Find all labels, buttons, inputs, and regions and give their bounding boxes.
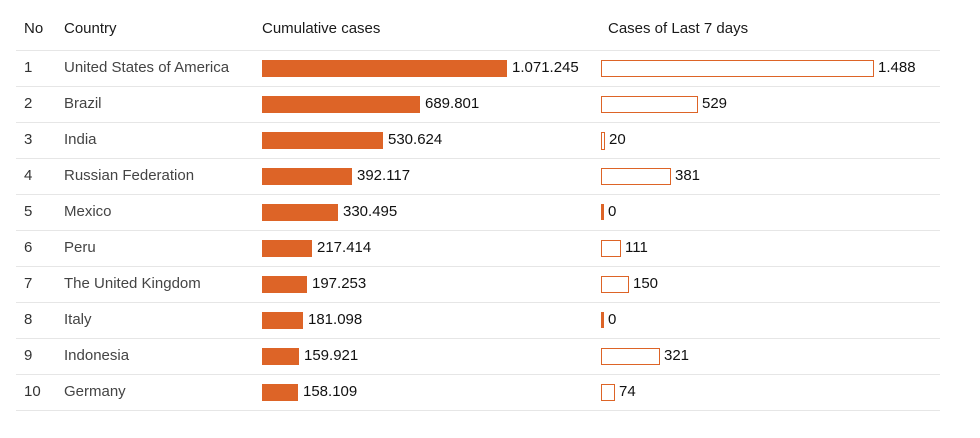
country-name: Russian Federation: [64, 167, 195, 184]
cumulative-value: 330.495: [343, 203, 398, 220]
last7-bar: [601, 384, 615, 401]
country-name: The United Kingdom: [64, 275, 201, 292]
country-name: Brazil: [64, 95, 102, 112]
cumulative-value: 217.414: [317, 239, 372, 256]
country-name: Peru: [64, 239, 96, 256]
header-no: No: [24, 20, 44, 37]
last7-bar: [601, 348, 660, 365]
row-divider: [16, 266, 940, 267]
last7-bar: [601, 168, 671, 185]
country-name: United States of America: [64, 59, 230, 76]
cumulative-bar: [262, 96, 420, 113]
last7-value: 150: [633, 275, 659, 292]
row-divider: [16, 194, 940, 195]
cumulative-value: 159.921: [304, 347, 359, 364]
last7-bar: [601, 204, 604, 220]
cumulative-bar: [262, 312, 303, 329]
row-divider: [16, 410, 940, 411]
cumulative-value: 392.117: [357, 167, 411, 184]
cumulative-value: 1.071.245: [512, 59, 579, 76]
last7-bar: [601, 96, 698, 113]
last7-bar: [601, 60, 874, 77]
last7-value: 0: [608, 203, 617, 220]
last7-value: 20: [609, 131, 626, 148]
last7-bar: [601, 240, 621, 257]
row-divider: [16, 374, 940, 375]
header-cumulative: Cumulative cases: [262, 20, 381, 37]
row-number: 10: [24, 383, 41, 400]
row-number: 5: [24, 203, 33, 220]
cumulative-bar: [262, 168, 352, 185]
last7-bar: [601, 312, 604, 328]
row-number: 9: [24, 347, 33, 364]
header-country: Country: [64, 20, 117, 37]
last7-value: 74: [619, 383, 636, 400]
row-divider: [16, 338, 940, 339]
last7-value: 111: [625, 239, 648, 256]
country-name: India: [64, 131, 97, 148]
last7-value: 0: [608, 311, 617, 328]
country-name: Indonesia: [64, 347, 130, 364]
cumulative-bar: [262, 348, 299, 365]
row-divider: [16, 302, 940, 303]
row-number: 2: [24, 95, 33, 112]
cumulative-value: 158.109: [303, 383, 358, 400]
row-divider: [16, 230, 940, 231]
cumulative-bar: [262, 132, 383, 149]
last7-bar: [601, 276, 629, 293]
country-name: Mexico: [64, 203, 112, 220]
row-divider: [16, 50, 940, 51]
cumulative-bar: [262, 276, 307, 293]
cumulative-bar: [262, 204, 338, 221]
row-number: 8: [24, 311, 33, 328]
country-name: Italy: [64, 311, 92, 328]
header-last7: Cases of Last 7 days: [608, 20, 749, 37]
row-number: 3: [24, 131, 33, 148]
cumulative-bar: [262, 60, 507, 77]
cumulative-value: 181.098: [308, 311, 363, 328]
row-divider: [16, 86, 940, 87]
last7-value: 529: [702, 95, 728, 112]
row-number: 7: [24, 275, 33, 292]
last7-value: 1.488: [878, 59, 916, 76]
country-name: Germany: [64, 383, 126, 400]
last7-value: 381: [675, 167, 701, 184]
row-divider: [16, 122, 940, 123]
cumulative-value: 530.624: [388, 131, 443, 148]
cumulative-value: 689.801: [425, 95, 480, 112]
cumulative-bar: [262, 240, 312, 257]
row-number: 4: [24, 167, 33, 184]
row-number: 6: [24, 239, 33, 256]
row-divider: [16, 158, 940, 159]
row-number: 1: [24, 59, 33, 76]
cumulative-value: 197.253: [312, 275, 367, 292]
last7-value: 321: [664, 347, 690, 364]
last7-bar: [601, 132, 605, 150]
cumulative-bar: [262, 384, 298, 401]
